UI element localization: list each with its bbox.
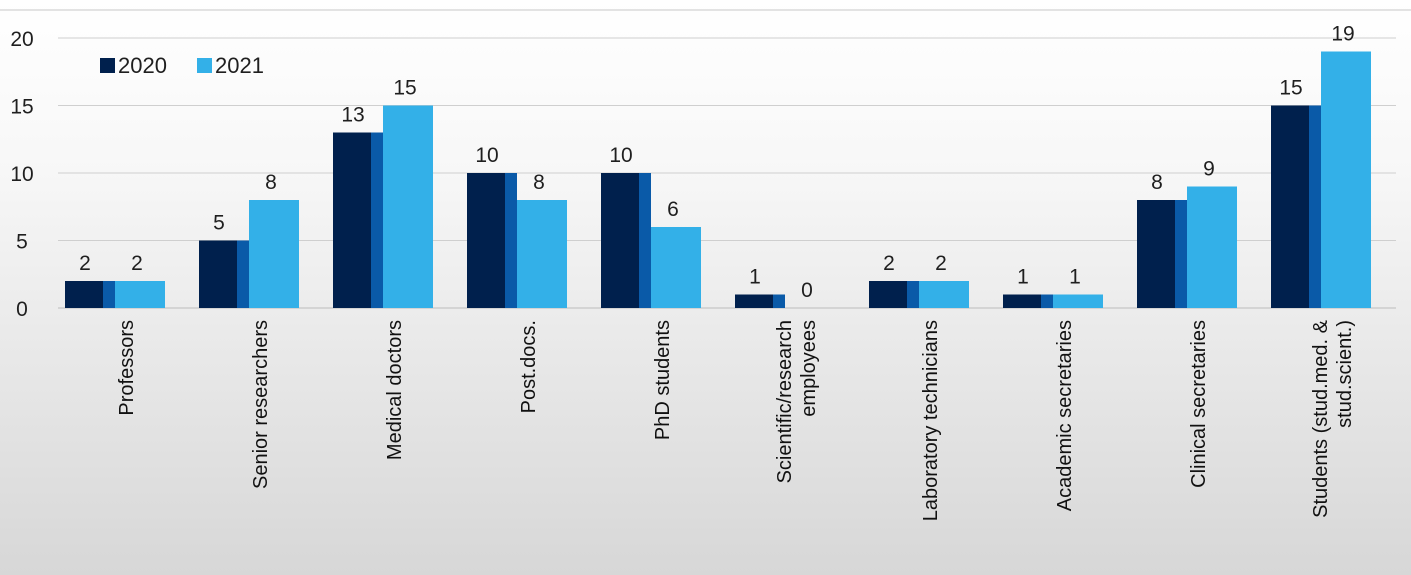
data-label: 13 <box>341 104 364 127</box>
bar-2021 <box>1187 186 1237 308</box>
legend-item-2020: 2020 <box>100 53 167 78</box>
y-tick-label: 20 <box>10 28 33 51</box>
y-tick-label: 0 <box>16 298 28 321</box>
category-label: Professors <box>116 320 138 416</box>
category-label: Medical doctors <box>384 320 406 460</box>
bar-2020 <box>467 173 517 308</box>
bar-2021 <box>517 200 567 308</box>
data-label: 5 <box>213 212 225 235</box>
data-label: 8 <box>533 171 545 194</box>
bar-2020 <box>601 173 651 308</box>
bar-side-shade <box>103 281 115 308</box>
category-label: Clinical secretaries <box>1188 320 1210 488</box>
bar-body <box>735 294 785 308</box>
bar-side-shade <box>957 281 969 308</box>
data-label: 2 <box>131 252 143 275</box>
bar-2021 <box>383 105 433 308</box>
y-tick-label: 10 <box>10 163 33 186</box>
bar-2021 <box>651 227 701 308</box>
bar-side-shade <box>1309 105 1321 308</box>
bar-side-shade <box>505 173 517 308</box>
bar-2020 <box>1271 105 1321 308</box>
bar-2020 <box>199 240 249 308</box>
y-axis: 0 5 10 15 20 <box>10 28 33 321</box>
data-label: 9 <box>1203 158 1215 181</box>
data-label: 19 <box>1331 23 1354 46</box>
data-label: 2 <box>883 252 895 275</box>
category-label: Students (stud.med. & <box>1310 319 1332 518</box>
bar-2021 <box>1321 51 1371 308</box>
data-label: 1 <box>1069 266 1081 289</box>
bar-side-shade <box>1359 51 1371 308</box>
category-label: employees <box>798 320 820 417</box>
bar-side-shade <box>1091 294 1103 308</box>
bar-2020 <box>65 281 115 308</box>
bar-side-shade <box>639 173 651 308</box>
bars <box>65 51 1371 308</box>
bar-side-shade <box>907 281 919 308</box>
legend: 2020 2021 <box>100 53 264 78</box>
category-label: Senior researchers <box>250 320 272 489</box>
data-label: 6 <box>667 198 679 221</box>
bar-side-shade <box>153 281 165 308</box>
bar-side-shade <box>371 132 383 308</box>
bar-side-shade <box>773 294 785 308</box>
bar-body <box>1003 294 1053 308</box>
legend-item-2021: 2021 <box>197 53 264 78</box>
data-label: 1 <box>749 266 761 289</box>
data-label: 10 <box>475 144 498 167</box>
legend-swatch <box>197 58 212 73</box>
data-label: 10 <box>609 144 632 167</box>
category-label: Scientific/research <box>774 320 796 483</box>
bar-2021 <box>1053 294 1103 308</box>
bar-2021 <box>115 281 165 308</box>
bar-2020 <box>869 281 919 308</box>
category-label: Laboratory technicians <box>920 320 942 521</box>
data-label: 8 <box>1151 171 1163 194</box>
bar-side-shade <box>287 200 299 308</box>
bar-2020 <box>333 132 383 308</box>
bar-side-shade <box>689 227 701 308</box>
legend-swatch <box>100 58 115 73</box>
y-tick-label: 5 <box>16 231 28 254</box>
legend-label: 2020 <box>118 53 167 78</box>
data-label: 2 <box>935 252 947 275</box>
data-label: 0 <box>801 279 813 302</box>
bar-side-shade <box>1175 200 1187 308</box>
bar-2020 <box>735 294 785 308</box>
data-label: 15 <box>1279 77 1302 100</box>
category-label: Post.docs. <box>518 320 540 413</box>
y-tick-label: 15 <box>10 96 33 119</box>
category-label: PhD students <box>652 320 674 440</box>
bar-2021 <box>919 281 969 308</box>
bar-body <box>1053 294 1103 308</box>
category-label: Academic secretaries <box>1054 320 1076 511</box>
bar-side-shade <box>555 200 567 308</box>
data-label: 15 <box>393 77 416 100</box>
bar-side-shade <box>237 240 249 308</box>
data-label: 2 <box>79 252 91 275</box>
legend-label: 2021 <box>215 53 264 78</box>
bar-2020 <box>1003 294 1053 308</box>
bar-side-shade <box>1041 294 1053 308</box>
data-label: 8 <box>265 171 277 194</box>
x-axis: Professors Senior researchers Medical doct… <box>116 319 1356 521</box>
bar-side-shade <box>1225 186 1237 308</box>
bar-side-shade <box>421 105 433 308</box>
bar-2021 <box>249 200 299 308</box>
category-label: stud.scient.) <box>1334 320 1356 428</box>
bar-2020 <box>1137 200 1187 308</box>
data-label: 1 <box>1017 266 1029 289</box>
